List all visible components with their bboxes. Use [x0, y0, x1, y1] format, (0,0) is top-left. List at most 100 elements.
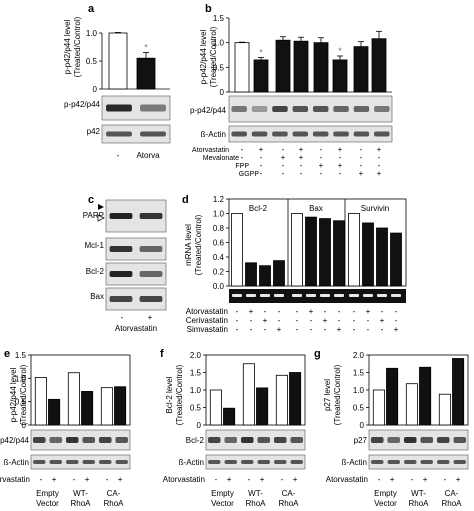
treatment-sign-d: - [381, 325, 384, 334]
group-label-g: Empty [374, 489, 397, 498]
y-tick-label-d: 0.2 [213, 268, 225, 277]
gel-band-d [334, 294, 344, 297]
blot-c-3-band [109, 271, 133, 277]
blot-a-1-band [106, 104, 132, 112]
condition-label-a: - [117, 151, 120, 160]
group-label-g: WT- [411, 489, 426, 498]
bar-g-1 [372, 389, 385, 426]
blot-b-1-band [333, 106, 349, 112]
treatment-sign-b: - [360, 161, 363, 170]
y-axis-label-d: mRNA level [184, 224, 193, 266]
gene-label-d: Bcl-2 [249, 204, 268, 213]
y-tick-label-b: 1.5 [213, 14, 225, 23]
blot-label-c-2: Mcl-1 [84, 241, 104, 250]
blot-b-2-band [312, 131, 329, 137]
blot-b-2-band [333, 131, 349, 137]
blot-g-2-band [420, 460, 434, 464]
blot-label-b-1: p-p42/p44 [190, 106, 227, 115]
treatment-sign-f: + [293, 475, 298, 484]
treatment-sign-d: - [353, 316, 356, 325]
bar-e-6 [114, 386, 127, 426]
arrowhead-filled-icon [98, 204, 104, 210]
gel-band-d [232, 294, 242, 297]
blot-f-1-band [290, 437, 304, 443]
bar-b-2 [253, 59, 269, 93]
y-tick-label-f: 0 [197, 421, 202, 430]
y-tick-label-a: 1.0 [86, 29, 98, 38]
treatment-sign-b: - [360, 153, 363, 162]
group-label-f: Vector [211, 499, 234, 508]
treatment-sign-g: - [411, 475, 414, 484]
y-axis-label-b: p-p42/p44 level [199, 29, 208, 84]
bar-b-6 [332, 59, 348, 93]
treatment-sign-b: - [320, 169, 323, 178]
treatment-sign-b: + [259, 145, 264, 154]
group-label-e: Empty [36, 489, 59, 498]
group-label-g: CA- [445, 489, 459, 498]
treatment-sign-d: - [338, 316, 341, 325]
treatment-sign-d: - [250, 316, 253, 325]
bar-d-1 [231, 213, 243, 287]
treatment-sign-b: - [300, 161, 303, 170]
blot-label-g-1: p27 [354, 436, 368, 445]
gel-band-d [320, 294, 330, 297]
gene-label-d: Survivin [361, 204, 389, 213]
bar-b-5 [313, 42, 329, 93]
blot-b-2-band [251, 131, 268, 137]
blot-e-2-band [49, 460, 63, 464]
condition-label-a: Atorva [136, 151, 160, 160]
treatment-label-b: FPP [235, 163, 249, 170]
y-axis-label-e: (Treated/Control) [19, 364, 28, 425]
y-tick-label-b: 1.0 [213, 39, 225, 48]
y-axis-label-f: Bcl-2 level [165, 376, 174, 413]
blot-b-1-band [292, 106, 309, 112]
treatment-sign-b: - [260, 153, 263, 162]
treatment-sign-g: - [378, 475, 381, 484]
group-label-g: Vector [374, 499, 397, 508]
bar-e-4 [81, 390, 94, 426]
y-axis-label-g: (Treated/Control) [333, 364, 342, 425]
gel-band-d [349, 294, 359, 297]
blot-b-2-frame [228, 125, 393, 143]
blot-f-2-frame [205, 454, 306, 470]
treatment-sign-b: - [339, 153, 342, 162]
blot-e-2-frame [30, 454, 131, 470]
group-label-g: RhoA [441, 499, 462, 508]
y-tick-label-d: 0.4 [213, 253, 225, 262]
treatment-sign-d: - [278, 307, 281, 316]
bar-f-3 [242, 363, 255, 426]
blot-c-2-band [109, 246, 133, 252]
treatment-sign-b: + [299, 153, 304, 162]
blot-f-1-band [224, 437, 238, 443]
gel-band-d [292, 294, 302, 297]
treatment-sign-b: + [338, 161, 343, 170]
y-tick-label-d: 0.8 [213, 224, 225, 233]
y-axis-label-b: (Treated/Control) [209, 26, 218, 87]
blot-g-2-band [387, 460, 401, 464]
y-axis-label-d: (Treated/Control) [194, 214, 203, 275]
blot-f-1-band [257, 437, 271, 443]
treatment-sign-b: - [282, 161, 285, 170]
blot-g-1-band [370, 437, 384, 443]
blot-g-1-band [453, 437, 467, 443]
bar-f-2 [223, 407, 236, 426]
treatment-sign-d: + [366, 307, 371, 316]
y-tick-label-f: 1.0 [190, 386, 202, 395]
treatment-sign-b: + [319, 161, 324, 170]
treatment-sign-b: - [260, 161, 263, 170]
blot-b-2-band [374, 131, 390, 137]
bar-d-5 [291, 213, 303, 287]
blot-c-3-frame [105, 262, 167, 286]
blot-g-1-band [387, 437, 401, 443]
significance-star-a: * [144, 43, 148, 53]
gel-band-d [391, 294, 401, 297]
treatment-label-b: Mevalonate [203, 155, 239, 162]
treatment-sign-g: + [390, 475, 395, 484]
blot-a-1-band [140, 104, 166, 112]
blot-b-2-band [272, 131, 288, 137]
blot-label-e-1: p-p42/p44 [0, 436, 30, 445]
arrowhead-open-icon [97, 214, 105, 222]
blot-a-2-band [106, 131, 132, 137]
blot-g-2-band [370, 460, 384, 464]
